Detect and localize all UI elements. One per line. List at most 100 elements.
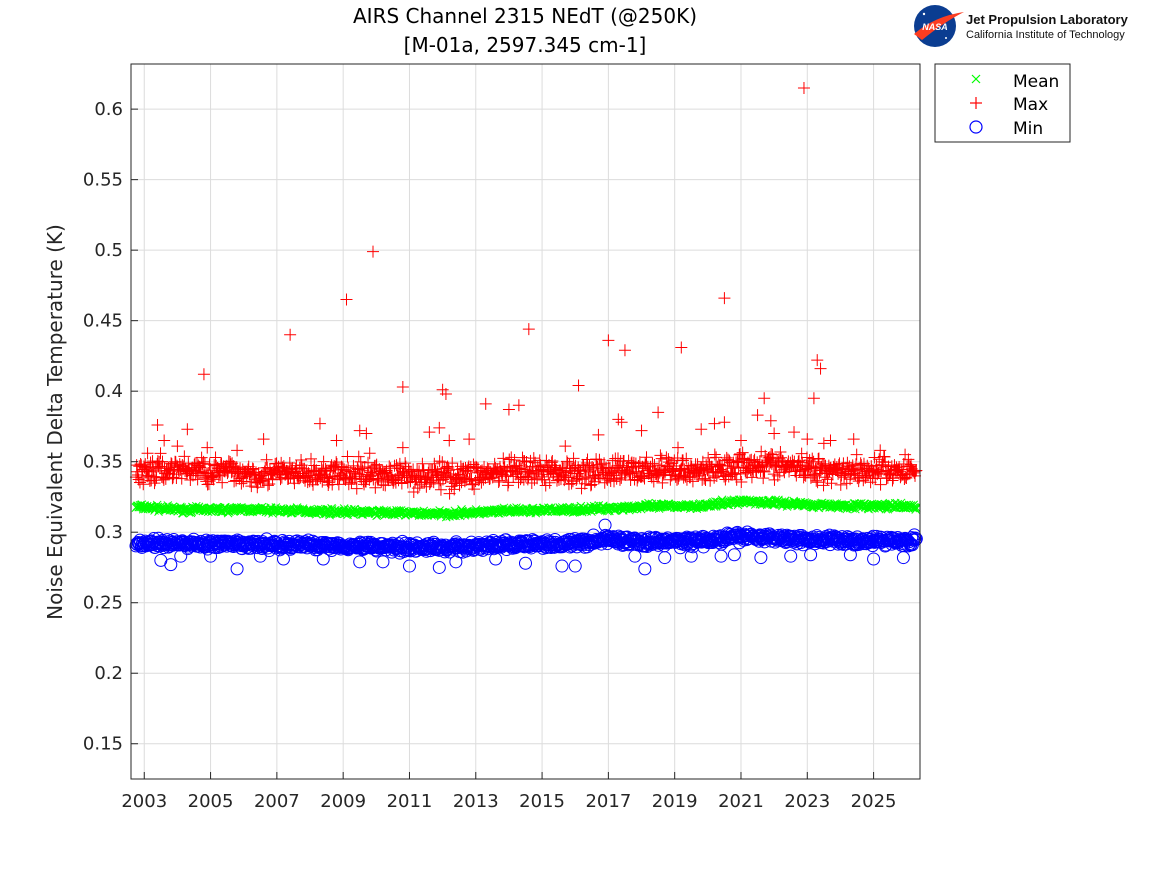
max-point: [655, 452, 668, 465]
max-point: [874, 478, 887, 491]
max-point: [501, 479, 514, 492]
max-point: [340, 471, 353, 484]
min-point: [598, 518, 612, 532]
max-point: [458, 475, 471, 488]
max-point: [261, 479, 274, 492]
max-point: [675, 341, 688, 354]
max-point: [575, 482, 588, 495]
nasa-badge-text: NASA: [922, 22, 948, 32]
max-point: [170, 471, 183, 484]
max-point: [765, 448, 778, 461]
max-point: [589, 469, 602, 482]
max-point: [908, 466, 921, 479]
max-point: [157, 473, 170, 486]
max-point: [758, 392, 771, 405]
max-point: [370, 458, 383, 471]
x-tick-label: 2007: [254, 791, 300, 812]
max-point: [622, 454, 635, 467]
x-tick-label: 2013: [453, 791, 499, 812]
max-point: [205, 471, 218, 484]
y-tick-label: 0.15: [83, 734, 123, 755]
max-point: [148, 477, 161, 490]
max-point: [444, 467, 457, 480]
max-point: [770, 461, 783, 474]
max-point: [574, 464, 587, 477]
max-point: [684, 459, 697, 472]
max-point: [748, 453, 761, 466]
max-point: [167, 471, 180, 484]
max-point: [570, 474, 583, 487]
min-point: [174, 549, 188, 563]
max-point: [456, 472, 469, 485]
max-point: [824, 434, 837, 447]
max-point: [254, 474, 267, 487]
max-point: [590, 453, 603, 466]
max-point: [872, 466, 885, 479]
x-tick-label: 2003: [121, 791, 167, 812]
max-point: [615, 416, 628, 429]
max-point: [419, 473, 432, 486]
max-point: [557, 469, 570, 482]
max-point: [479, 397, 492, 410]
max-point: [651, 469, 664, 482]
x-tick-label: 2019: [652, 791, 698, 812]
max-point: [171, 440, 184, 453]
max-point: [613, 473, 626, 486]
min-point: [204, 549, 218, 563]
max-point: [606, 454, 619, 467]
max-point: [524, 454, 537, 467]
max-point: [156, 455, 169, 468]
max-point: [527, 452, 540, 465]
max-point: [216, 476, 229, 489]
max-point: [672, 469, 685, 482]
max-point: [369, 481, 382, 494]
max-point: [277, 460, 290, 473]
x-tick-label: 2009: [320, 791, 366, 812]
legend-max-label: Max: [1013, 95, 1048, 115]
max-point: [887, 472, 900, 485]
x-tick-label: 2017: [585, 791, 631, 812]
min-point: [164, 558, 178, 572]
max-point: [672, 472, 685, 485]
max-point: [383, 460, 396, 473]
y-tick-label: 0.5: [94, 240, 123, 261]
max-point: [763, 451, 776, 464]
max-point: [423, 426, 436, 439]
max-point: [718, 292, 731, 305]
max-point: [902, 453, 915, 466]
max-point: [290, 459, 303, 472]
max-point: [395, 477, 408, 490]
max-point: [774, 445, 787, 458]
max-point: [671, 441, 684, 454]
max-point: [428, 457, 441, 470]
max-point: [611, 452, 624, 465]
max-point: [566, 462, 579, 475]
mean-point: [881, 504, 891, 514]
max-point: [811, 476, 824, 489]
mean-series: [131, 495, 921, 522]
max-point: [367, 245, 380, 258]
max-point: [633, 456, 646, 469]
max-point: [652, 406, 665, 419]
max-point: [220, 464, 233, 477]
max-point: [443, 434, 456, 447]
jpl-logo: NASA Jet Propulsion Laboratory Californi…: [914, 5, 1129, 47]
max-point: [353, 468, 366, 481]
max-point: [210, 459, 223, 472]
max-point: [635, 424, 648, 437]
x-tick-label: 2005: [188, 791, 234, 812]
max-point: [686, 475, 699, 488]
max-point: [665, 457, 678, 470]
max-point: [509, 468, 522, 481]
nasa-star-icon: [945, 37, 947, 39]
max-point: [826, 468, 839, 481]
max-point: [502, 403, 515, 416]
mean-point: [457, 505, 466, 514]
max-point: [396, 380, 409, 393]
min-point: [555, 559, 569, 573]
max-point: [468, 483, 481, 496]
max-point: [801, 433, 814, 446]
min-point: [230, 562, 244, 576]
min-point: [628, 549, 642, 563]
max-point: [597, 466, 610, 479]
